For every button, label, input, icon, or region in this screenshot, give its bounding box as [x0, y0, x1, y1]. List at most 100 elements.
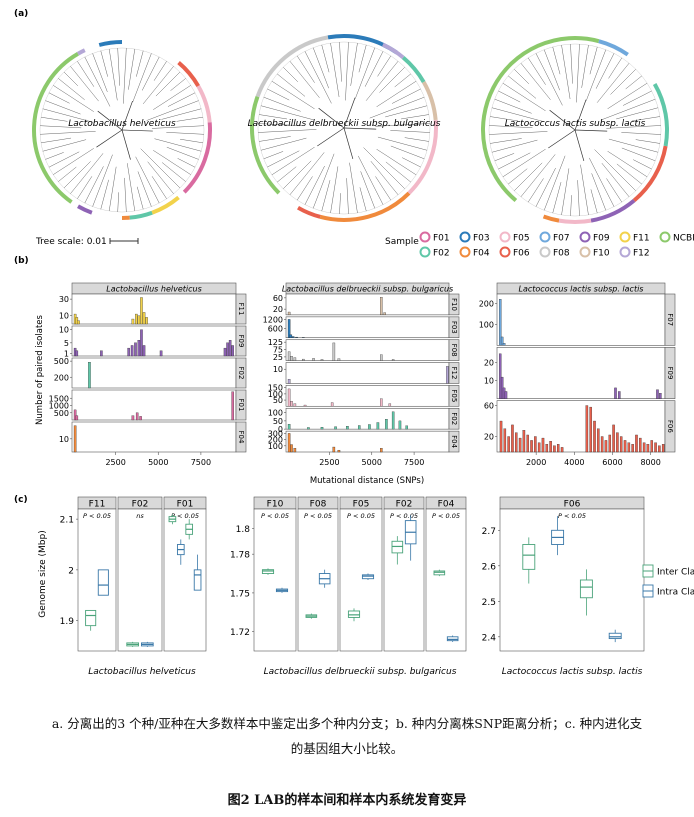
histogram-bar — [73, 425, 77, 453]
legend-label: F01 — [433, 234, 450, 244]
histogram-bar — [320, 359, 324, 361]
y-tick-label: 2 — [68, 566, 74, 576]
y-tick-label: 2.5 — [482, 598, 496, 608]
x-tick-label: 5000 — [148, 458, 168, 467]
legend-swatch — [579, 231, 591, 243]
histogram-bar — [334, 426, 337, 430]
tree-branch — [400, 114, 429, 120]
tree-branch-internal — [574, 129, 585, 162]
tree-branch — [570, 195, 572, 216]
tree-branch — [142, 66, 174, 105]
facet-panel — [285, 339, 450, 361]
x-tick-label: 2500 — [105, 458, 125, 467]
y-tick-label: 10 — [59, 326, 69, 335]
legend-label: F05 — [513, 234, 530, 244]
tree-branch — [137, 171, 152, 207]
legend-swatch — [459, 231, 471, 243]
tree-branch — [128, 48, 136, 90]
p-value-label: P < 0.05 — [261, 512, 289, 520]
tree-branch — [570, 44, 573, 84]
figure: (a) (b) (c) Lactobacillus helveticus Lac… — [14, 9, 694, 677]
tree-branch-internal — [121, 129, 131, 160]
legend-label: F12 — [633, 249, 650, 259]
tree-branch — [607, 150, 648, 178]
snp-distance-panel: Lactobacillus helveticus F11 10 30 F09 15 10 F0… — [35, 282, 676, 486]
tree-branch — [527, 178, 544, 203]
histogram-bar — [226, 342, 229, 357]
tree-sample-arc — [598, 39, 629, 57]
tree-branch — [40, 116, 68, 122]
facet-side-strip — [448, 362, 460, 384]
facet-side-strip — [235, 325, 247, 357]
tree-branch — [153, 85, 191, 110]
histogram-bar — [608, 434, 612, 453]
histogram-bar — [618, 391, 621, 399]
facet-side-strip — [448, 339, 460, 361]
y-tick-label: 125 — [268, 338, 283, 347]
histogram-bar — [518, 437, 522, 453]
histogram-bar — [320, 427, 324, 430]
tree-branch — [535, 53, 563, 106]
y-tick-label: 20 — [273, 305, 283, 314]
tree-branch — [404, 137, 429, 142]
histogram-bar — [585, 405, 589, 453]
histogram-bar — [88, 362, 91, 389]
y-tick-label: 2.1 — [60, 516, 74, 526]
tree-branch — [350, 43, 358, 86]
tree-branch-internal — [574, 99, 587, 131]
tree-branch — [610, 69, 636, 95]
y-tick-label: 100 — [268, 409, 283, 418]
p-value-label: P < 0.05 — [558, 512, 586, 520]
tree-scale: Tree scale: 0.01 — [35, 237, 139, 247]
histogram-bar — [515, 432, 518, 453]
histogram-bar — [135, 412, 139, 421]
box — [579, 579, 593, 599]
tree-branch — [40, 125, 82, 129]
tree-branch — [267, 150, 300, 168]
legend-label: F03 — [473, 234, 490, 244]
histogram-bar — [142, 345, 146, 357]
histogram-bar — [499, 420, 503, 453]
species-axis-label: Lactococcus lactis subsp. lactis — [502, 667, 643, 677]
tree-sample-arc — [32, 52, 80, 204]
tree-branch — [394, 73, 411, 88]
tree-branch — [167, 92, 196, 107]
tree-branch — [581, 45, 589, 88]
tree-sample-arc — [558, 218, 592, 224]
legend-swatch — [579, 246, 591, 258]
histogram-bar — [627, 442, 631, 453]
tree-branch — [339, 42, 342, 82]
histogram-bar — [635, 434, 638, 453]
histogram-bar — [661, 444, 665, 453]
histogram-bar — [545, 444, 549, 453]
panel-label-a: (a) — [14, 9, 28, 19]
tree-branch — [135, 156, 160, 204]
histogram-bar — [504, 391, 508, 399]
tree-branch — [589, 46, 598, 75]
y-tick-label: 20 — [484, 433, 494, 442]
tree-branch — [370, 161, 399, 195]
histogram-bar — [75, 350, 79, 357]
y-tick-label: 1.75 — [230, 589, 250, 599]
y-tick-label: 2.6 — [482, 562, 497, 572]
legend-label: F09 — [593, 234, 610, 244]
y-tick-label: 1000 — [49, 402, 69, 411]
y-tick-label: 300 — [268, 429, 283, 438]
facet-title: Lactobacillus helveticus — [106, 285, 201, 294]
box — [261, 569, 275, 574]
tree-branch — [151, 176, 167, 199]
histogram-bar — [287, 319, 291, 338]
facet-side-label: F09 — [666, 367, 674, 380]
tree-branch — [304, 51, 332, 104]
tree-branch — [535, 167, 556, 207]
y-tick-label: 50 — [273, 417, 283, 426]
facet-side-strip — [448, 316, 460, 339]
tree-branch — [48, 92, 70, 104]
histogram-bar — [654, 442, 657, 453]
tree-branch — [92, 53, 108, 92]
tree-branch — [58, 78, 85, 100]
histogram-bar — [385, 419, 388, 430]
tree-branch — [53, 148, 94, 175]
histogram-bar — [287, 351, 291, 361]
tree-branch — [161, 162, 186, 182]
